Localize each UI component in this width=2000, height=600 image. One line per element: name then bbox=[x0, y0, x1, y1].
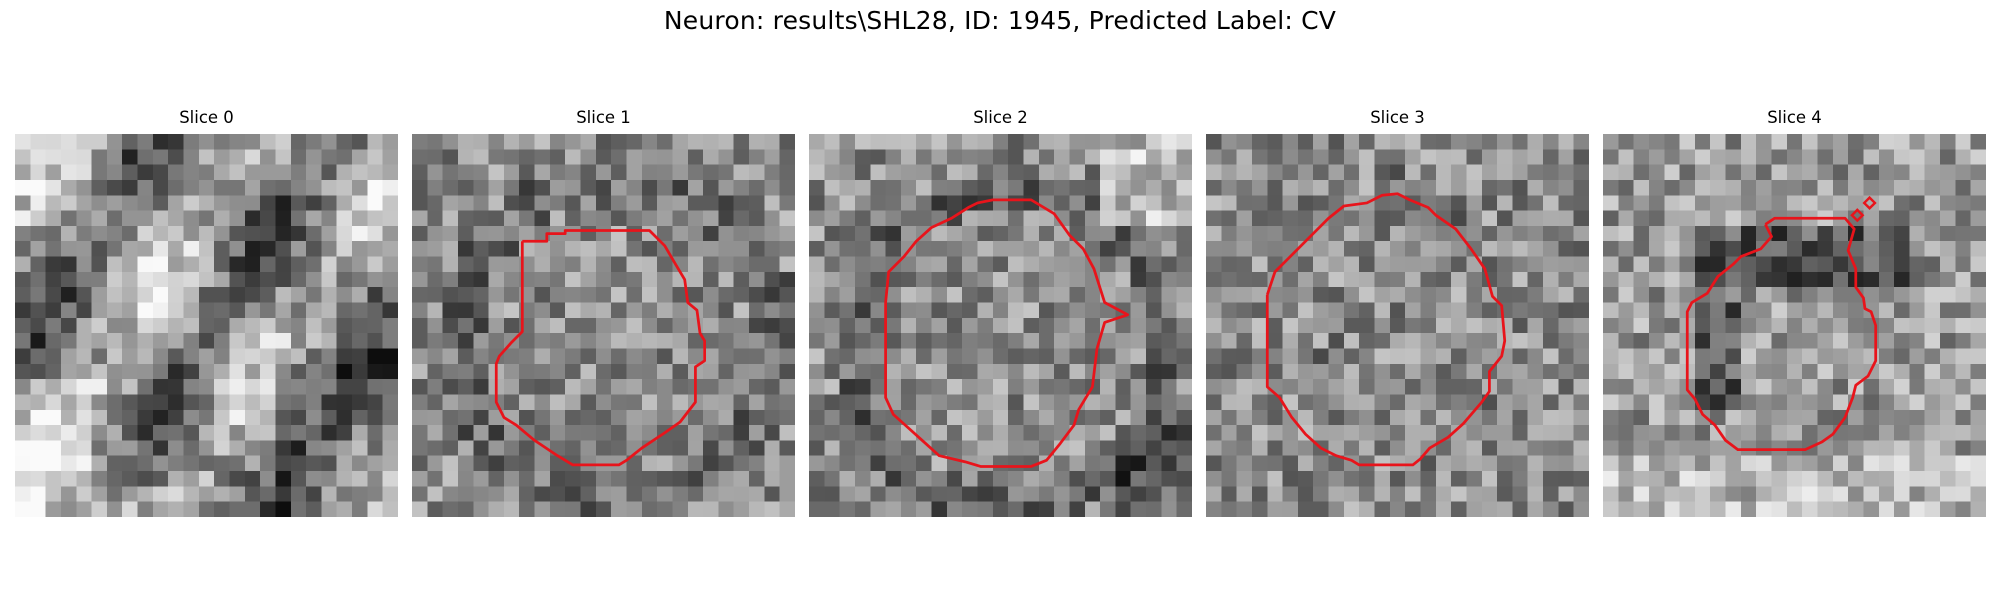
slice-image-2 bbox=[809, 134, 1192, 517]
slice-title-2: Slice 2 bbox=[809, 108, 1192, 127]
slice-image-0 bbox=[15, 134, 398, 517]
slice-image-3 bbox=[1206, 134, 1589, 517]
slice-title-1: Slice 1 bbox=[412, 108, 795, 127]
slice-image-1 bbox=[412, 134, 795, 517]
figure-title: Neuron: results\SHL28, ID: 1945, Predict… bbox=[0, 6, 2000, 35]
slice-title-0: Slice 0 bbox=[15, 108, 398, 127]
slice-title-4: Slice 4 bbox=[1603, 108, 1986, 127]
slice-title-3: Slice 3 bbox=[1206, 108, 1589, 127]
slice-image-4 bbox=[1603, 134, 1986, 517]
